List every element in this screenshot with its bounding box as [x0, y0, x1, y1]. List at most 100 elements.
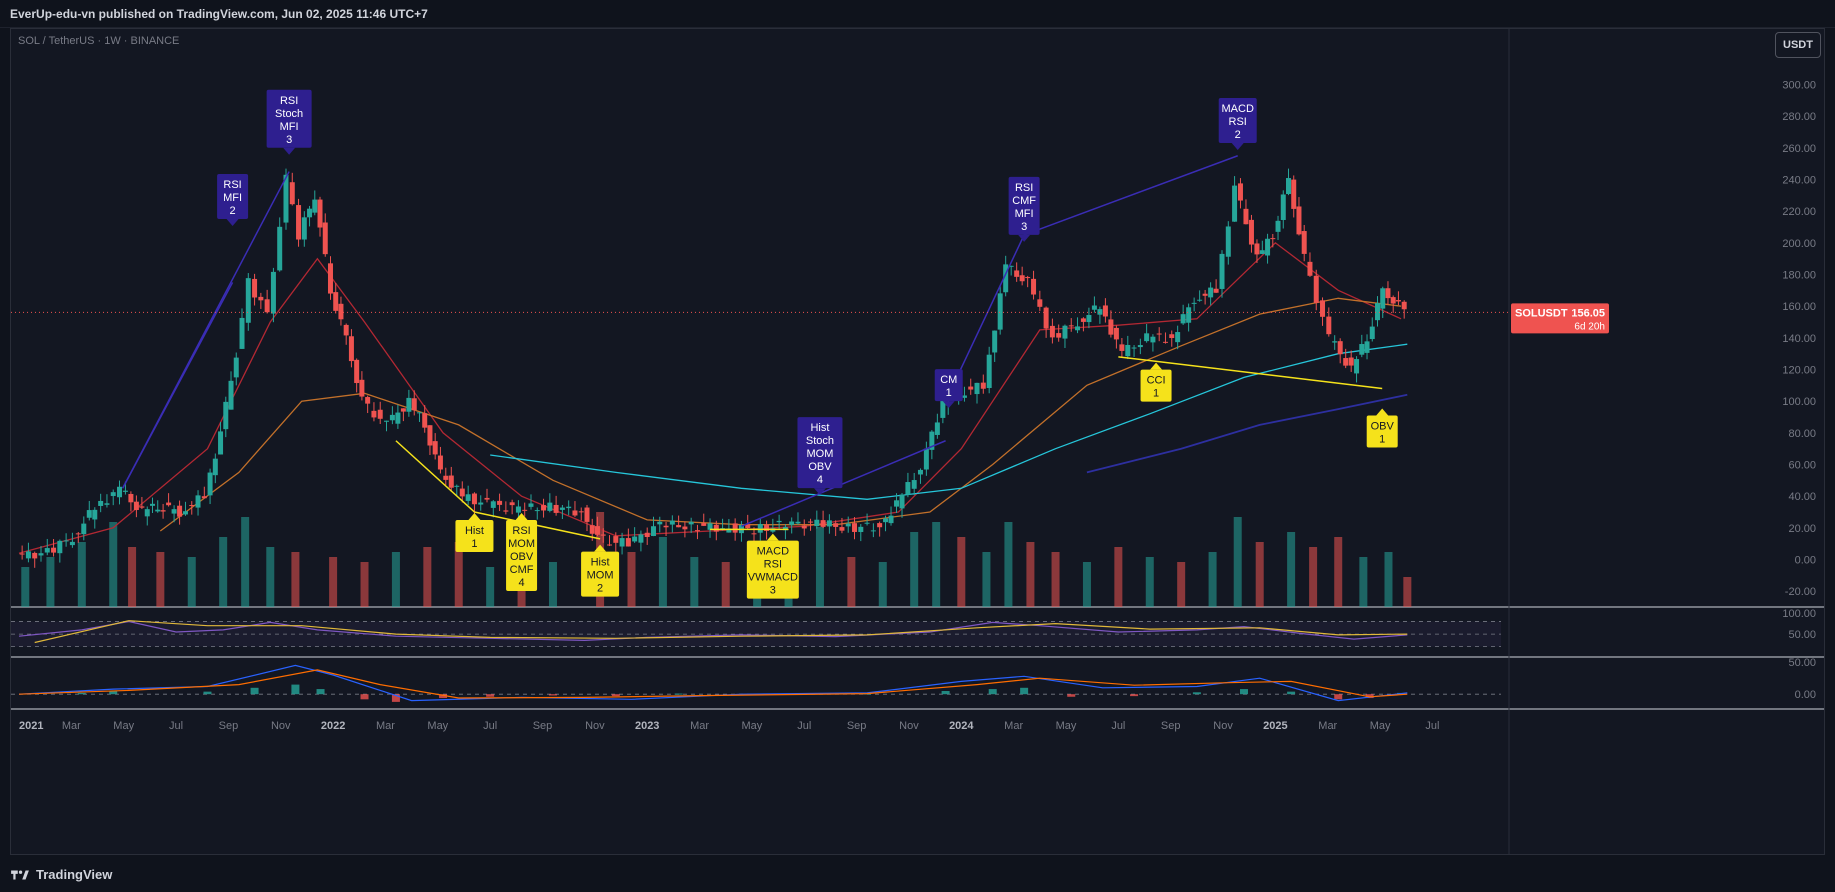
tradingview-logo-text: TradingView — [36, 867, 113, 882]
time-axis-label: Mar — [690, 720, 709, 732]
volume-bar — [1309, 547, 1318, 607]
time-axis-label: 2024 — [949, 720, 974, 732]
label-text: MFI — [1015, 208, 1034, 220]
time-axis-label: Mar — [1318, 720, 1337, 732]
label-text: RSI — [764, 559, 782, 571]
volume-bar — [109, 522, 118, 607]
bearish-divergence-label[interactable]: CM1 — [934, 369, 963, 409]
volume-bar — [187, 557, 196, 607]
candle-body — [333, 292, 339, 311]
ma-teal-line — [490, 343, 1408, 500]
candle-body — [547, 502, 553, 511]
price-chart[interactable]: 320.00300.00280.00260.00240.00220.00200.… — [11, 29, 1824, 854]
candle-body — [1337, 341, 1343, 355]
time-axis-label: Mar — [62, 720, 81, 732]
label-text: Hist — [465, 525, 484, 537]
label-text: RSI — [1015, 182, 1033, 194]
time-axis-label: Sep — [847, 720, 867, 732]
currency-button[interactable]: USDT — [1775, 32, 1821, 58]
candle-body — [782, 526, 788, 531]
label-text: MFI — [223, 192, 242, 204]
time-axis-label: 2021 — [19, 720, 43, 732]
price-axis-label: -20.00 — [1785, 586, 1816, 598]
candle-body — [911, 480, 917, 489]
candle-body — [801, 525, 807, 529]
volume-bar — [1359, 557, 1368, 607]
candle-body — [160, 510, 166, 512]
candle-body — [416, 412, 422, 414]
label-pointer — [515, 513, 528, 520]
osc2-macd-line — [18, 664, 1408, 702]
volume-bar — [548, 562, 557, 607]
time-axis-label: Nov — [899, 720, 919, 732]
candle-body — [1119, 344, 1125, 351]
candle-body — [522, 509, 528, 511]
candle-body — [905, 482, 911, 495]
candle-body — [1348, 357, 1354, 366]
candle-body — [38, 553, 44, 556]
candle-body — [1003, 264, 1009, 293]
volume-bar — [982, 552, 991, 607]
volume-bar — [1026, 542, 1035, 607]
ma-red-line — [18, 241, 1402, 554]
candle-body — [808, 521, 814, 523]
price-axis-label: 40.00 — [1788, 491, 1816, 503]
candle-body — [1343, 358, 1349, 366]
osc2-hist-bar — [203, 691, 212, 695]
time-axis-label: Mar — [1004, 720, 1023, 732]
candle-body — [98, 500, 104, 506]
candle-body — [584, 507, 590, 522]
label-box — [746, 540, 799, 599]
candle-body — [566, 506, 572, 509]
candle-body — [1232, 185, 1238, 222]
footer: TradingView — [0, 857, 1835, 892]
time-axis-label: Nov — [585, 720, 605, 732]
candle-body — [594, 526, 600, 535]
candle-body — [454, 485, 460, 487]
label-pointer — [226, 219, 239, 226]
osc2-hist-bar — [1130, 694, 1139, 697]
time-axis-label: 2023 — [635, 720, 659, 732]
price-axis-label: 60.00 — [1788, 460, 1816, 472]
candle-body — [669, 520, 675, 525]
time-axis-label: May — [427, 720, 448, 732]
candle-body — [1243, 208, 1249, 225]
candle-body — [301, 217, 307, 240]
candle-body — [317, 199, 323, 228]
label-box — [1218, 98, 1257, 143]
candle-body — [992, 330, 998, 353]
candle-body — [1265, 238, 1271, 256]
osc2-hist-bar — [77, 692, 86, 695]
candle-body — [1248, 219, 1254, 245]
publisher-header: EverUp-edu-vn published on TradingView.c… — [0, 0, 1835, 28]
candle-body — [1280, 194, 1286, 220]
last-price-text: 156.05 — [1571, 307, 1605, 319]
volume-bar — [878, 562, 887, 607]
time-axis-label: May — [742, 720, 763, 732]
volume-bar — [910, 532, 919, 607]
candle-body — [264, 299, 270, 313]
candle-body — [1037, 299, 1043, 307]
label-text: 3 — [1021, 221, 1027, 233]
candle-body — [1259, 250, 1265, 254]
candle-body — [233, 357, 239, 378]
label-text: OBV — [510, 551, 534, 563]
label-text: 4 — [519, 577, 525, 589]
volume-bar — [156, 552, 165, 607]
chart-container[interactable]: 320.00300.00280.00260.00240.00220.00200.… — [10, 28, 1825, 855]
label-text: MFI — [280, 121, 299, 133]
osc1-axis-label: 100.00 — [1782, 608, 1816, 620]
label-text: 4 — [817, 474, 823, 486]
tradingview-logo[interactable]: TradingView — [10, 867, 112, 882]
